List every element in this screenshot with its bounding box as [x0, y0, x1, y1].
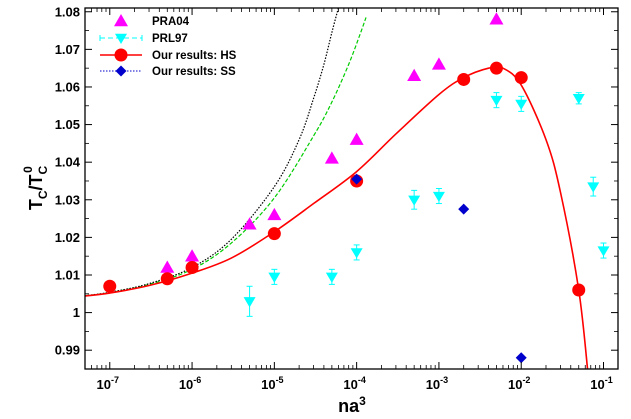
y-tick-label: 0.99	[55, 343, 80, 358]
reference-curve-2	[85, 8, 339, 297]
legend-entry-2: PRL97	[99, 33, 188, 45]
series-2-point-4	[350, 248, 363, 259]
series-2-point-10	[587, 182, 600, 193]
y-tick-label: 1.03	[55, 192, 80, 207]
series-2-point-7	[490, 95, 503, 107]
plot-frame	[84, 7, 619, 370]
y-tick-label: 1.02	[55, 230, 80, 245]
x-tick-label: 10-1	[590, 375, 612, 392]
markers-layer	[103, 12, 610, 364]
legend-marker	[114, 14, 128, 27]
x-tick-label: 10-3	[426, 375, 448, 392]
legend-entry-1: PRA04	[114, 14, 190, 28]
y-tick-label: 1	[73, 305, 80, 320]
series-1-point-1	[160, 260, 175, 273]
legend-marker	[114, 48, 128, 62]
y-tick-label: 1.05	[55, 117, 80, 132]
series-3-point-3	[185, 260, 199, 274]
series-1-point-8	[431, 57, 446, 70]
x-axis-label: na3	[338, 394, 366, 416]
x-tick-label: 10-5	[261, 375, 283, 392]
series-1-point-6	[349, 132, 364, 145]
series-1-point-2	[185, 249, 200, 262]
series-2-point-3	[325, 272, 338, 283]
legend-entry-3: Our results: HS	[100, 48, 237, 62]
curves-layer	[85, 8, 589, 369]
legend-entry-4: Our results: SS	[100, 65, 236, 78]
series-2-point-11	[597, 246, 610, 257]
series-1-point-5	[324, 151, 339, 164]
series-3-point-4	[267, 227, 281, 241]
series-2-point-2	[268, 272, 281, 283]
series-3-point-8	[514, 71, 528, 85]
y-tick-label: 1.06	[55, 79, 80, 94]
series-1-point-7	[407, 68, 422, 81]
x-tick-label: 10-4	[343, 375, 365, 392]
series-2-point-1	[243, 297, 256, 308]
legend: PRA04 PRL97 Our results: HS Our results: SS	[99, 14, 237, 78]
series-3-fit-curve	[85, 65, 589, 369]
series-2-point-6	[432, 191, 445, 203]
series-2-point-5	[408, 195, 421, 206]
x-tick-label: 10-6	[179, 375, 201, 392]
legend-label: Our results: HS	[152, 50, 237, 62]
legend-label: PRL97	[152, 33, 188, 45]
series-3-point-1	[103, 279, 117, 293]
series-4-point-1	[351, 173, 363, 185]
series-1-point-4	[267, 207, 282, 221]
y-tick-label: 1.04	[55, 155, 81, 170]
legend-marker	[115, 33, 127, 44]
x-tick-label: 10-2	[508, 375, 530, 392]
series-3-point-6	[457, 72, 471, 86]
legend-marker	[115, 65, 127, 77]
series-3-point-9	[572, 283, 586, 297]
ticks-layer: 0.99 1 1.01 1.02 1.03 1.04 1.05 1.06 1.07 1.08 10-…	[55, 4, 618, 392]
x-tick-label: 10-7	[97, 375, 119, 392]
legend-label: PRA04	[152, 16, 190, 28]
series-3-point-7	[489, 61, 503, 75]
legend-label: Our results: SS	[152, 66, 236, 78]
series-2-point-8	[515, 99, 528, 110]
y-axis-label: TC/TC0	[21, 166, 50, 211]
series-1-point-9	[489, 12, 504, 25]
y-tick-label: 1.07	[55, 42, 80, 57]
series-3-point-2	[160, 272, 174, 286]
y-tick-label: 1.01	[55, 267, 80, 282]
y-tick-label: 1.08	[55, 4, 80, 19]
series-2-point-9	[572, 94, 585, 105]
series-4-point-2	[458, 203, 470, 215]
series-4-point-3	[515, 352, 527, 364]
series-1-point-3	[242, 217, 257, 230]
